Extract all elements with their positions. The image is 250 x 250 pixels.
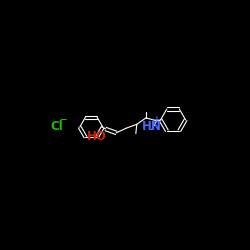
Text: +: +: [153, 115, 160, 124]
Text: HN: HN: [142, 120, 162, 133]
Text: −: −: [60, 115, 67, 124]
Text: HO: HO: [87, 130, 107, 143]
Text: Cl: Cl: [50, 120, 63, 133]
